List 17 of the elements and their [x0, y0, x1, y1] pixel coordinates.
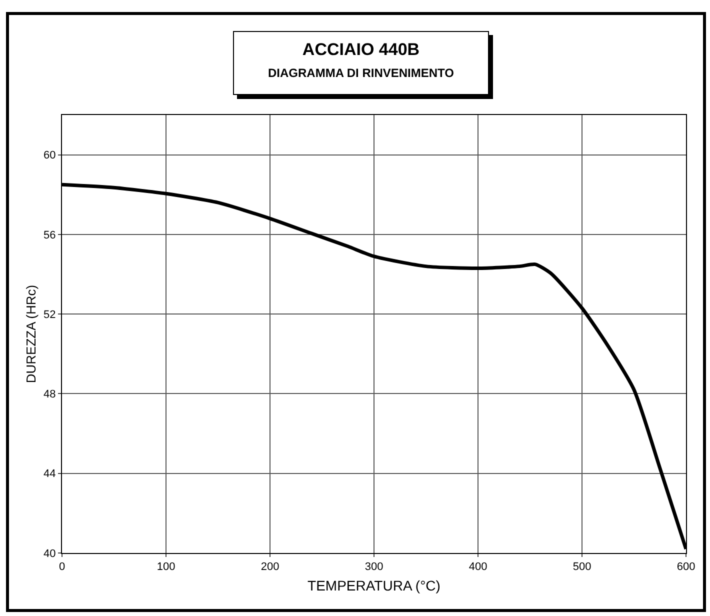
chart-title: ACCIAIO 440B: [301, 40, 421, 60]
x-tick-label: 400: [468, 561, 488, 574]
y-tick-label: 52: [44, 308, 56, 321]
x-tick-label: 600: [676, 561, 696, 574]
y-axis-title: DUREZZA (HRc): [24, 284, 38, 384]
y-tick-label: 56: [44, 229, 56, 242]
x-tick-label: 200: [260, 561, 280, 574]
chart-subtitle: DIAGRAMMA DI RINVENIMENTO: [267, 66, 455, 80]
y-tick-label: 60: [44, 150, 56, 162]
x-tick-label: 0: [58, 561, 66, 574]
x-axis-title: TEMPERATURA (°C): [308, 578, 440, 594]
y-tick-label: 44: [44, 468, 56, 480]
x-tick-label: 100: [156, 561, 176, 574]
y-tick-label: 40: [44, 548, 56, 560]
x-tick-label: 300: [364, 561, 384, 574]
y-tick-label: 48: [44, 388, 56, 401]
x-tick-label: 500: [572, 561, 592, 574]
